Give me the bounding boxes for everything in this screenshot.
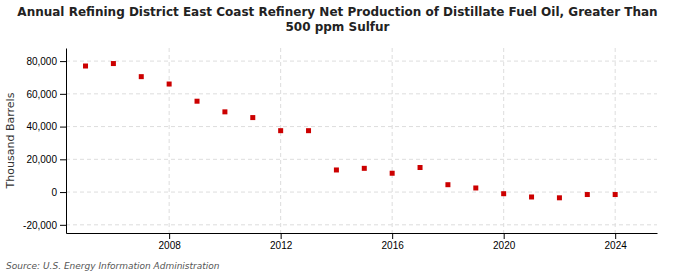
y-axis-label: Thousand Barrels (4, 92, 17, 189)
point (278, 128, 283, 133)
point (473, 185, 478, 190)
tick-label: 80,000 (26, 56, 57, 67)
tick: 2012 (270, 233, 293, 251)
grid-line-y (66, 93, 657, 94)
tick-mark (169, 233, 170, 239)
tick-mark (392, 233, 393, 239)
grid-line-y (66, 224, 657, 225)
tick: 2024 (605, 233, 628, 251)
tick-label: 60,000 (26, 89, 57, 100)
point (585, 192, 590, 197)
grid (66, 48, 657, 233)
point (83, 64, 88, 69)
y-axis: -20,000 0 20,000 40,000 60,000 80,000 (23, 49, 66, 234)
tick-label: -20,000 (23, 220, 57, 231)
point (613, 192, 618, 197)
point (111, 61, 116, 66)
tick: 2020 (493, 233, 516, 251)
chart: Annual Refining District East Coast Refi… (0, 0, 675, 275)
point (222, 109, 227, 114)
axis-line (66, 49, 67, 234)
tick-label: 2012 (270, 240, 293, 251)
tick-label: 2024 (605, 240, 628, 251)
tick: -20,000 (23, 220, 66, 231)
grid-line-y (66, 192, 657, 193)
x-axis: 2008 2012 2016 2020 2024 (67, 233, 658, 251)
grid-line-x (169, 48, 170, 233)
tick-label: 2008 (159, 240, 182, 251)
axis-line (67, 233, 658, 234)
tick-label: 40,000 (26, 121, 57, 132)
point (362, 166, 367, 171)
point (445, 182, 450, 187)
tick: 2016 (382, 233, 405, 251)
plot: 2008 2012 2016 2020 2024 -20,000 0 20,000 40,000… (23, 48, 657, 251)
title-line: Annual Refining District East Coast Refi… (17, 5, 657, 19)
title: Annual Refining District East Coast Refi… (17, 5, 657, 34)
tick-mark (504, 233, 505, 239)
grid-line-y (66, 126, 657, 127)
point (390, 171, 395, 176)
point (501, 191, 506, 196)
tick: 0 (51, 187, 66, 198)
tick-mark (60, 225, 66, 226)
source: Source: U.S. Energy Information Administ… (6, 261, 220, 271)
point (306, 128, 311, 133)
tick-label: 20,000 (26, 154, 57, 165)
grid-line-y (66, 61, 657, 62)
grid-line-x (503, 48, 504, 233)
point (139, 74, 144, 79)
point (250, 115, 255, 120)
point (529, 194, 534, 199)
tick-mark (281, 233, 282, 239)
tick-mark (60, 61, 66, 62)
tick: 80,000 (26, 56, 66, 67)
point (167, 82, 172, 87)
grid-line-y (66, 159, 657, 160)
tick-mark (60, 127, 66, 128)
points (83, 61, 618, 200)
tick-label: 2020 (493, 240, 516, 251)
grid-line-x (615, 48, 616, 233)
tick: 2008 (159, 233, 182, 251)
tick-mark (60, 192, 66, 193)
point (195, 99, 200, 104)
title-line: 500 ppm Sulfur (285, 20, 389, 34)
point (418, 165, 423, 170)
tick: 20,000 (26, 154, 66, 165)
tick-mark (60, 94, 66, 95)
point (557, 195, 562, 200)
tick-label: 2016 (382, 240, 405, 251)
grid-line-x (280, 48, 281, 233)
tick: 60,000 (26, 89, 66, 100)
tick-label: 0 (51, 187, 57, 198)
point (334, 167, 339, 172)
grid-line-x (392, 48, 393, 233)
tick: 40,000 (26, 121, 66, 132)
tick-mark (60, 159, 66, 160)
tick-mark (615, 233, 616, 239)
